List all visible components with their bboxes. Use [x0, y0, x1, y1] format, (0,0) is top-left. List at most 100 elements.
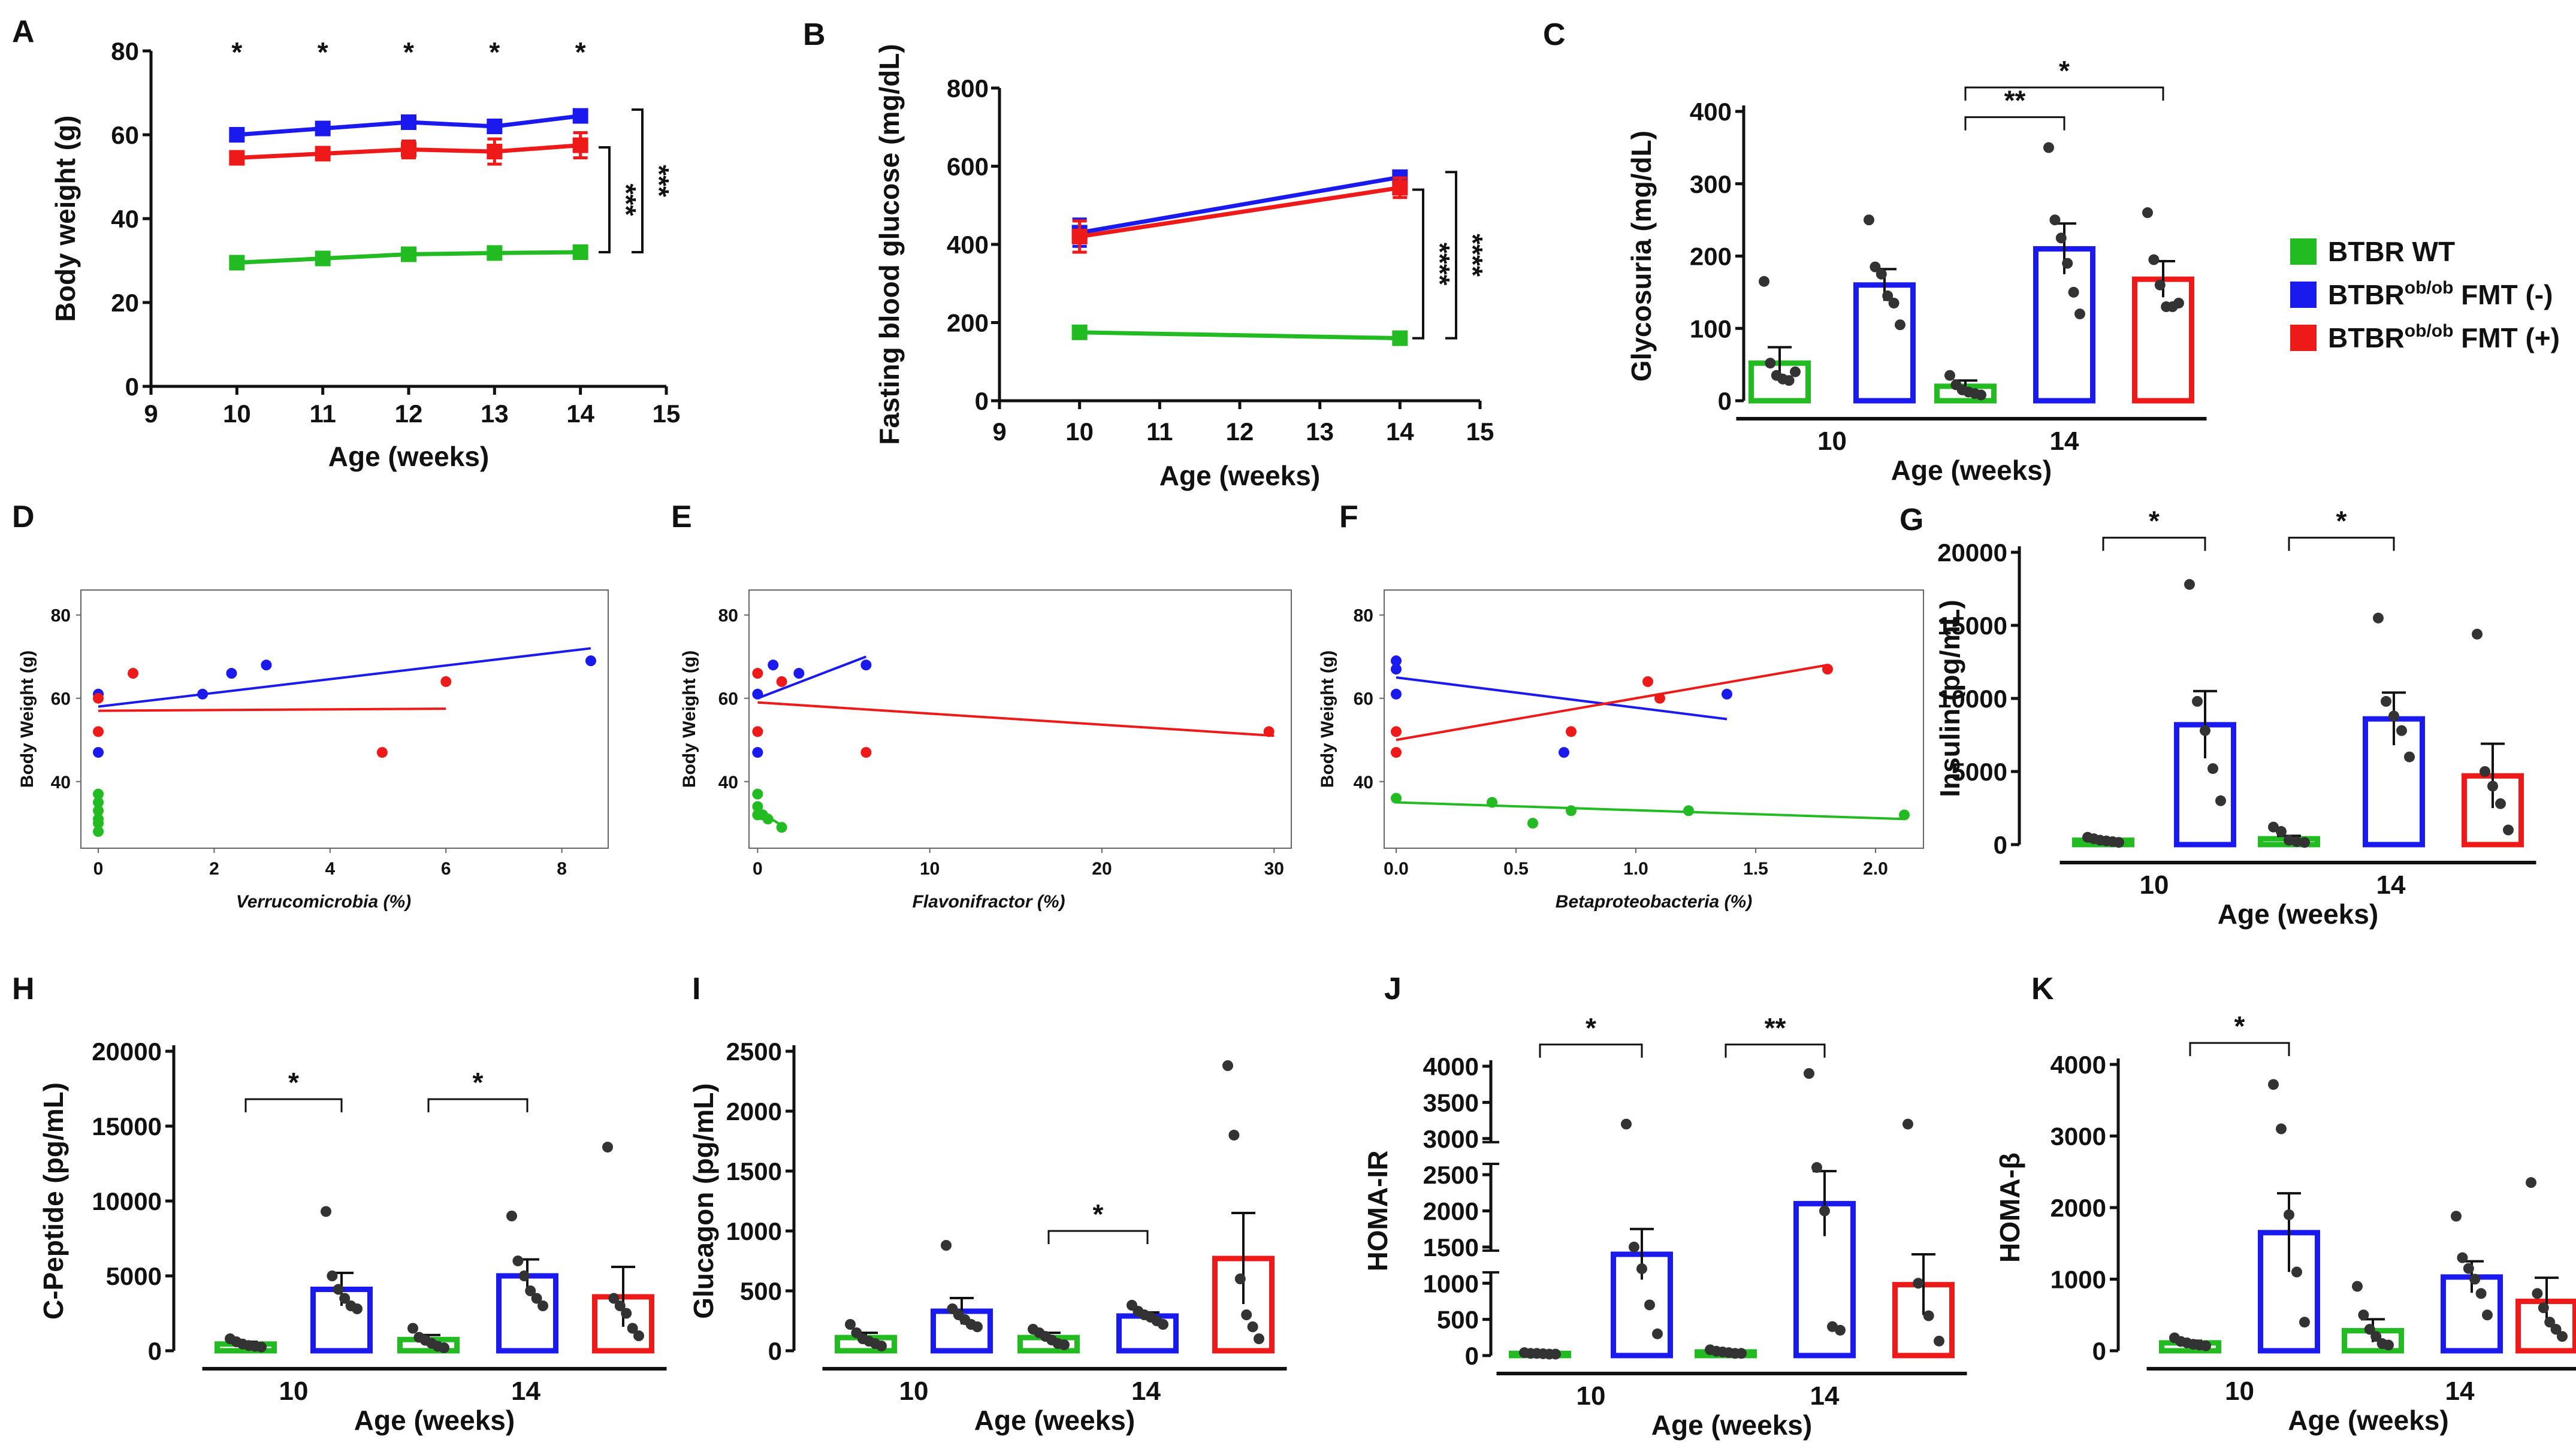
significance-bracket	[1047, 1230, 1149, 1244]
data-point	[229, 255, 245, 271]
legend-label-sup: ob/ob	[2405, 321, 2454, 341]
data-point	[2451, 1211, 2462, 1222]
legend-label-sup: ob/ob	[2405, 278, 2454, 298]
data-point	[2532, 1288, 2543, 1299]
x-axis-label: Age (weeks)	[328, 441, 489, 472]
data-point	[2544, 1317, 2556, 1328]
x-tick-label: 13	[481, 400, 509, 428]
panel-label: B	[803, 17, 826, 52]
y-tick-label: 200	[947, 309, 989, 337]
y-tick-label: 3500	[1423, 1088, 1479, 1117]
y-tick-label: 20000	[92, 1037, 162, 1066]
data-point	[1934, 1335, 1944, 1347]
data-point	[321, 1206, 331, 1217]
data-point	[1234, 1273, 1246, 1284]
data-point	[1765, 358, 1776, 369]
data-point	[1247, 1321, 1258, 1332]
y-tick-label: 1000	[1423, 1269, 1479, 1297]
data-point	[2291, 836, 2302, 848]
legend-label: BTBR WT	[2328, 236, 2455, 267]
data-point	[93, 797, 104, 808]
data-point	[487, 144, 503, 159]
x-tick-label: 9	[144, 400, 158, 428]
y-tick-label: 0	[1718, 387, 1732, 415]
data-point	[1071, 324, 1088, 340]
data-point	[1652, 1328, 1663, 1339]
significance-star: *	[575, 37, 586, 68]
data-point	[2457, 1252, 2468, 1263]
x-axis-label: Age (weeks)	[2218, 899, 2378, 930]
data-point	[2475, 1288, 2487, 1299]
significance-bracket	[1412, 188, 1424, 340]
y-axis-label: Glucagon (pg/mL)	[688, 1083, 719, 1319]
data-point	[1487, 797, 1497, 808]
data-point	[2463, 1263, 2474, 1274]
significance-bracket	[2288, 537, 2395, 551]
data-point	[2043, 142, 2054, 153]
data-point	[1241, 1309, 1252, 1320]
data-point	[752, 747, 763, 758]
group-label: 10	[1817, 426, 1847, 456]
group-label: 10	[1577, 1381, 1606, 1411]
data-point	[352, 1303, 363, 1314]
y-axis-label: Fasting blood glucose (mg/dL)	[874, 44, 905, 445]
panel-label: D	[12, 500, 35, 534]
x-tick-label: 11	[1146, 418, 1173, 446]
y-axis-label: Insulin (pg/mL)	[1934, 600, 1965, 797]
data-point	[2480, 766, 2490, 777]
data-point	[762, 813, 774, 825]
group-label: 14	[2445, 1377, 2475, 1406]
data-point	[860, 747, 872, 758]
y-tick-label: 80	[1354, 606, 1373, 626]
series-line	[1079, 185, 1400, 239]
data-point	[518, 1270, 530, 1281]
data-point	[2487, 781, 2498, 792]
y-tick-label: 0	[1465, 1342, 1479, 1370]
panel-label: H	[12, 972, 35, 1006]
significance-label: ***	[644, 165, 675, 197]
legend-swatch	[2290, 325, 2317, 351]
data-point	[2469, 1273, 2481, 1285]
data-point	[614, 1300, 626, 1311]
x-tick-label: 14	[566, 400, 594, 428]
data-point	[229, 150, 245, 166]
data-point	[2055, 232, 2067, 244]
data-point	[537, 1300, 548, 1311]
significance-bracket	[1445, 171, 1457, 340]
data-point	[1923, 1310, 1934, 1321]
data-point	[1559, 747, 1569, 758]
legend-swatch	[2290, 238, 2317, 265]
y-tick-label: 40	[718, 773, 738, 792]
data-point	[1566, 726, 1577, 737]
data-point	[1071, 228, 1088, 244]
data-point	[1391, 688, 1402, 700]
y-axis-label: Body Weight (g)	[680, 651, 699, 788]
x-tick-label: 0	[93, 859, 104, 879]
data-point	[2503, 824, 2514, 836]
data-point	[93, 788, 104, 800]
data-point	[407, 1323, 418, 1334]
panel-H: H 0 5000 10000 15000 20000 C-Peptide (pg/mL) 10…	[12, 972, 667, 1436]
legend-label: BTBRob/ob FMT (+)	[2328, 321, 2560, 353]
x-axis-label: Age (weeks)	[1159, 460, 1320, 491]
data-point	[401, 246, 416, 262]
data-point	[487, 119, 503, 134]
data-point	[1566, 805, 1577, 816]
data-point	[1158, 1319, 1168, 1330]
panel-E: E 40 60 80 0 10 20 30 Flavonifractor (%) Body Wei…	[671, 500, 1292, 912]
group-label: 10	[2225, 1377, 2254, 1406]
data-point	[1550, 1348, 1561, 1360]
data-point	[401, 141, 416, 158]
data-point	[1870, 261, 1881, 273]
data-point	[941, 1240, 952, 1251]
data-point	[2148, 254, 2160, 265]
significance-label: **	[1765, 1012, 1786, 1043]
y-tick-label: 2500	[1423, 1161, 1479, 1189]
data-point	[506, 1211, 517, 1221]
significance-label: ****	[1457, 234, 1488, 277]
data-point	[752, 801, 763, 812]
y-axis-label: Body Weight (g)	[1318, 651, 1337, 788]
data-point	[197, 688, 209, 700]
